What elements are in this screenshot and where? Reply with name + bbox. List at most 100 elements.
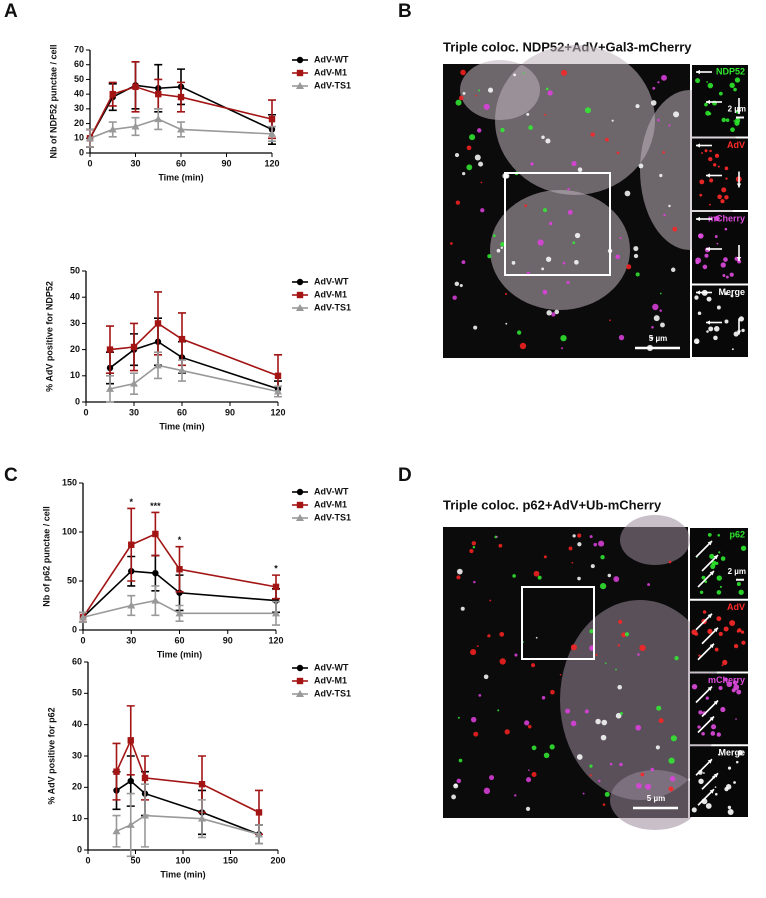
speckle bbox=[466, 145, 472, 151]
channel-label: mCherry bbox=[708, 675, 745, 685]
speckle bbox=[571, 561, 574, 564]
speckle bbox=[577, 576, 581, 581]
marker bbox=[112, 827, 121, 835]
legend-label: AdV-WT bbox=[314, 486, 349, 496]
y-tick-label: 60 bbox=[72, 656, 82, 666]
marker bbox=[130, 343, 138, 351]
marker bbox=[268, 115, 276, 123]
speckle bbox=[713, 335, 718, 341]
speckle bbox=[725, 275, 729, 279]
y-tick-label: 50 bbox=[72, 688, 82, 698]
x-tick-label: 0 bbox=[83, 407, 88, 417]
speckle bbox=[474, 154, 481, 161]
inset bbox=[690, 528, 748, 599]
marker bbox=[131, 122, 140, 130]
speckle bbox=[511, 261, 516, 265]
panel-label: B bbox=[398, 1, 412, 22]
speckle bbox=[461, 260, 466, 265]
speckle bbox=[735, 718, 737, 720]
marker bbox=[106, 346, 114, 353]
speckle bbox=[602, 803, 606, 806]
speckle bbox=[709, 203, 711, 206]
arrow-head bbox=[709, 643, 714, 649]
speckle bbox=[699, 179, 705, 185]
speckle bbox=[499, 658, 506, 665]
speckle bbox=[722, 274, 726, 277]
speckle bbox=[662, 151, 666, 154]
arrow-head bbox=[696, 216, 700, 222]
speckle bbox=[492, 234, 496, 238]
marker bbox=[177, 93, 185, 101]
marker bbox=[272, 583, 280, 591]
speckle bbox=[533, 570, 540, 577]
arrow-head bbox=[706, 173, 710, 178]
speckle bbox=[657, 81, 660, 84]
speckle bbox=[476, 645, 479, 648]
series-line bbox=[109, 364, 279, 393]
speckle bbox=[724, 787, 729, 792]
speckle bbox=[460, 69, 466, 76]
speckle bbox=[458, 95, 464, 101]
speckle bbox=[566, 280, 570, 285]
speckle bbox=[716, 575, 722, 581]
speckle bbox=[733, 87, 737, 92]
speckle bbox=[695, 78, 701, 84]
speckle bbox=[713, 326, 720, 332]
marker bbox=[296, 664, 304, 672]
speckle bbox=[524, 204, 527, 208]
speckle bbox=[706, 296, 712, 302]
marker bbox=[127, 601, 136, 609]
speckle bbox=[460, 606, 465, 611]
marker bbox=[175, 609, 184, 617]
marker bbox=[130, 379, 138, 387]
speckle bbox=[611, 119, 614, 122]
speckle bbox=[607, 573, 612, 578]
marker bbox=[141, 811, 149, 819]
speckle bbox=[718, 685, 723, 691]
zoom-box bbox=[504, 172, 611, 276]
x-tick-label: 120 bbox=[264, 158, 279, 168]
speckle bbox=[633, 253, 639, 259]
marker bbox=[198, 814, 206, 822]
marker bbox=[296, 278, 304, 286]
speckle bbox=[456, 575, 461, 580]
speckle bbox=[724, 166, 729, 171]
speckle bbox=[661, 74, 667, 81]
marker bbox=[141, 774, 149, 782]
nucleus bbox=[560, 600, 720, 800]
speckle bbox=[514, 653, 518, 657]
y-tick-label: 50 bbox=[67, 575, 77, 585]
channel-label: mCherry bbox=[708, 213, 745, 223]
speckle bbox=[724, 292, 728, 296]
y-axis-label: % AdV positive for p62 bbox=[46, 707, 56, 804]
speckle bbox=[595, 653, 598, 656]
speckle bbox=[734, 120, 740, 126]
x-tick-label: 30 bbox=[130, 158, 140, 168]
speckle bbox=[488, 775, 495, 781]
speckle bbox=[714, 786, 717, 788]
speckle bbox=[702, 610, 707, 614]
speckle bbox=[716, 242, 719, 245]
speckle bbox=[590, 564, 595, 569]
speckle bbox=[731, 348, 734, 351]
scale-label: 2 µm bbox=[728, 567, 746, 576]
speckle bbox=[478, 161, 484, 167]
speckle bbox=[635, 724, 642, 731]
speckle bbox=[543, 752, 550, 759]
speckle bbox=[714, 647, 719, 652]
speckle bbox=[478, 694, 482, 697]
panel-label: A bbox=[4, 1, 18, 22]
speckle bbox=[589, 774, 592, 777]
marker bbox=[255, 809, 263, 816]
speckle bbox=[727, 766, 732, 770]
speckle bbox=[561, 69, 568, 76]
marker bbox=[255, 830, 263, 838]
speckle bbox=[567, 187, 570, 191]
speckle bbox=[624, 632, 630, 637]
speckle bbox=[718, 631, 723, 637]
speckle bbox=[498, 543, 503, 548]
speckle bbox=[717, 194, 722, 200]
speckle bbox=[549, 744, 555, 750]
scale-label: 5 µm bbox=[649, 334, 667, 343]
marker bbox=[198, 781, 206, 788]
